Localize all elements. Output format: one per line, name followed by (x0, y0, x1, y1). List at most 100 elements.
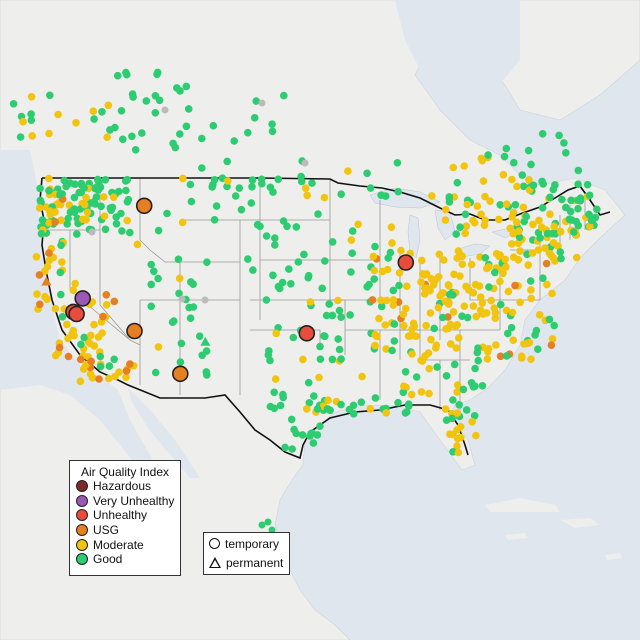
sensor-dot[interactable] (496, 300, 505, 309)
sensor-dot[interactable] (481, 253, 490, 262)
sensor-dot[interactable] (499, 170, 508, 179)
sensor-dot[interactable] (445, 194, 454, 202)
sensor-dot[interactable] (556, 248, 565, 256)
sensor-dot[interactable] (463, 200, 472, 209)
sensor-dot[interactable] (502, 352, 511, 360)
sensor-dot[interactable] (198, 351, 206, 360)
sensor-dot[interactable] (453, 434, 462, 443)
sensor-dot[interactable] (442, 416, 451, 425)
sensor-dot[interactable] (124, 195, 133, 204)
sensor-dot[interactable] (450, 360, 459, 369)
sensor-dot[interactable] (408, 350, 416, 358)
sensor-dot[interactable] (269, 271, 277, 280)
sensor-dot[interactable] (514, 255, 523, 264)
sensor-dot[interactable] (438, 313, 447, 322)
sensor-dot[interactable] (297, 177, 306, 186)
sensor-dot[interactable] (237, 205, 246, 214)
sensor-dot[interactable] (321, 332, 329, 341)
sensor-dot[interactable] (357, 398, 366, 407)
sensor-dot[interactable] (179, 174, 187, 183)
sensor-dot[interactable] (401, 368, 410, 376)
sensor-dot[interactable] (586, 222, 594, 231)
sensor-dot[interactable] (292, 223, 301, 231)
sensor-dot[interactable] (529, 220, 537, 229)
sensor-dot[interactable] (388, 239, 396, 247)
sensor-dot[interactable] (313, 405, 322, 413)
sensor-dot[interactable] (27, 93, 36, 101)
sensor-dot[interactable] (320, 193, 329, 202)
sensor-dot[interactable] (69, 326, 78, 335)
sensor-dot[interactable] (123, 175, 132, 184)
sensor-dot[interactable] (428, 192, 436, 200)
sensor-dot[interactable] (450, 270, 458, 279)
sensor-dot[interactable] (529, 181, 538, 190)
sensor-dot[interactable] (531, 331, 539, 339)
sensor-dot[interactable] (224, 177, 232, 185)
sensor-dot[interactable] (33, 290, 41, 298)
sensor-dot[interactable] (117, 107, 126, 115)
sensor-dot[interactable] (473, 348, 482, 357)
sensor-dot[interactable] (122, 68, 130, 77)
sensor-dot[interactable] (45, 129, 53, 138)
sensor-dot[interactable] (440, 256, 448, 264)
sensor-dot[interactable] (479, 177, 488, 185)
sensor-dot[interactable] (307, 429, 315, 438)
sensor-dot[interactable] (105, 374, 113, 383)
sensor-dot[interactable] (70, 208, 79, 216)
sensor-dot[interactable] (481, 216, 489, 225)
sensor-dot[interactable] (371, 341, 380, 350)
sensor-dot[interactable] (82, 193, 90, 202)
sensor-dot[interactable] (369, 252, 378, 261)
sensor-dot[interactable] (128, 132, 136, 141)
sensor-dot[interactable] (455, 401, 464, 409)
sensor-dot[interactable] (43, 262, 52, 271)
sensor-dot[interactable] (150, 267, 158, 276)
sensor-dot[interactable] (475, 282, 484, 290)
sensor-dot[interactable] (358, 372, 366, 381)
sensor-dot[interactable] (87, 357, 95, 366)
sensor-dot[interactable] (527, 160, 535, 169)
sensor-dot[interactable] (500, 152, 509, 161)
sensor-dot[interactable] (346, 311, 354, 319)
sensor-dot[interactable] (445, 290, 454, 299)
sensor-dot[interactable] (434, 273, 443, 281)
sensor-dot[interactable] (454, 247, 463, 255)
sensor-dot[interactable] (83, 208, 92, 217)
sensor-dot[interactable] (36, 184, 44, 193)
sensor-dot[interactable] (562, 203, 570, 212)
sensor-dot[interactable] (593, 205, 601, 214)
sensor-dot[interactable] (560, 139, 568, 147)
sensor-dot[interactable] (161, 106, 169, 114)
sensor-dot[interactable] (406, 332, 415, 340)
sensor-dot[interactable] (348, 249, 357, 257)
sensor-dot[interactable] (558, 195, 566, 204)
sensor-dot[interactable] (142, 97, 151, 105)
sensor-dot[interactable] (583, 180, 592, 189)
sensor-dot[interactable] (477, 154, 486, 163)
sensor-dot[interactable] (550, 222, 558, 231)
sensor-dot[interactable] (570, 228, 578, 236)
sensor-dot[interactable] (453, 381, 462, 389)
sensor-dot[interactable] (78, 215, 87, 224)
sensor-dot[interactable] (318, 284, 327, 293)
sensor-dot[interactable] (388, 346, 396, 355)
sensor-dot[interactable] (417, 388, 426, 396)
sensor-dot[interactable] (442, 372, 451, 380)
sensor-dot[interactable] (528, 249, 537, 257)
sensor-dot[interactable] (536, 234, 544, 242)
sensor-dot[interactable] (266, 402, 275, 411)
sensor-dot[interactable] (452, 344, 461, 352)
sensor-dot[interactable] (417, 278, 425, 286)
sensor-dot[interactable] (433, 363, 441, 371)
sensor-dot[interactable] (526, 277, 535, 285)
sensor-dot[interactable] (95, 375, 103, 383)
sensor-dot[interactable] (382, 409, 391, 417)
sensor-dot[interactable] (279, 217, 288, 225)
sensor-dot[interactable] (574, 204, 582, 213)
sensor-dot[interactable] (377, 302, 386, 311)
sensor-dot[interactable] (425, 389, 433, 398)
sensor-dot[interactable] (77, 340, 85, 349)
sensor-dot[interactable] (104, 101, 113, 110)
sensor-dot[interactable] (274, 175, 283, 184)
sensor-dot[interactable] (366, 405, 375, 413)
